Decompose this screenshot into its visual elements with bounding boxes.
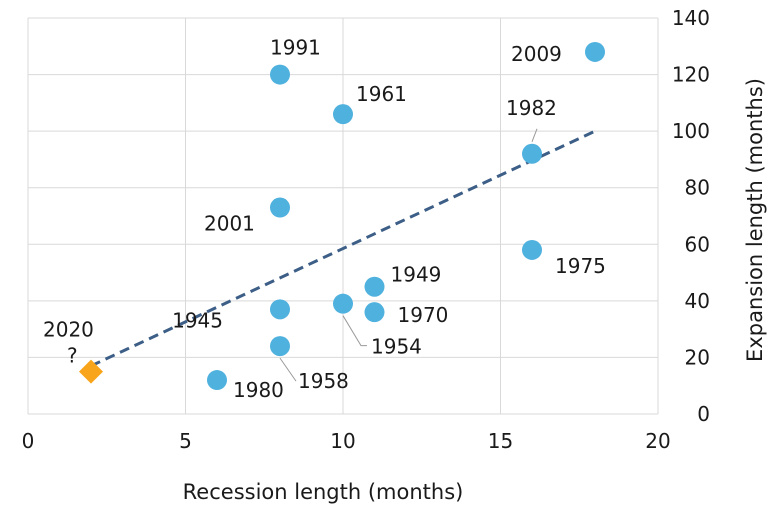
point-labels: 1945 1949 1954 1958 1961 1970 1975 1980 1982 1991… <box>43 36 606 402</box>
data-point-1949 <box>364 276 385 297</box>
highlight-label: 2020 <box>43 318 94 342</box>
x-tick-label: 5 <box>179 429 192 453</box>
leader-line-1954 <box>342 315 367 347</box>
y-axis-title: Expansion length (months) <box>743 78 767 362</box>
y-tick-label: 60 <box>685 232 710 256</box>
point-label-1949: 1949 <box>391 263 442 287</box>
y-tick-label: 140 <box>672 6 710 30</box>
x-tick-label: 0 <box>22 429 35 453</box>
data-points <box>79 41 605 391</box>
highlight-point-2020 <box>79 359 103 384</box>
trendline <box>90 129 596 368</box>
data-point-1945 <box>270 299 290 320</box>
point-label-2001: 2001 <box>204 212 255 236</box>
leader-line-1982 <box>531 128 538 142</box>
y-tick-label: 20 <box>685 345 710 369</box>
data-point-1991 <box>270 64 290 85</box>
data-point-1980 <box>207 370 227 391</box>
leader-line-1958 <box>279 357 297 382</box>
x-axis-title: Recession length (months) <box>183 480 464 504</box>
data-point-2009 <box>585 41 605 62</box>
trendline-group <box>90 129 596 368</box>
y-axis-ticks: 0 20 40 60 80 100 120 140 <box>672 6 710 426</box>
data-point-1961 <box>333 104 353 125</box>
y-tick-label: 40 <box>685 289 710 313</box>
data-point-1970 <box>364 302 385 323</box>
data-point-1982 <box>522 143 542 164</box>
x-tick-label: 10 <box>330 429 355 453</box>
data-point-1958 <box>270 336 290 357</box>
x-tick-label: 20 <box>645 429 670 453</box>
grid-lines <box>27 17 659 415</box>
point-label-1970: 1970 <box>398 303 449 327</box>
highlight-label-line2: ? <box>67 344 78 368</box>
data-point-2001 <box>270 197 290 218</box>
data-point-1954 <box>333 293 353 314</box>
point-label-1945: 1945 <box>172 308 223 332</box>
point-label-1958: 1958 <box>298 369 349 393</box>
data-point-1975 <box>522 239 542 260</box>
point-label-1991: 1991 <box>270 36 321 60</box>
y-tick-label: 120 <box>672 63 710 87</box>
x-axis-ticks: 0 5 10 15 20 <box>22 429 671 453</box>
point-label-1961: 1961 <box>356 82 407 106</box>
point-label-1980: 1980 <box>233 378 284 402</box>
y-tick-label: 0 <box>697 402 710 426</box>
point-label-1954: 1954 <box>371 335 422 359</box>
y-tick-label: 80 <box>685 176 710 200</box>
point-label-2009: 2009 <box>511 42 562 66</box>
y-tick-label: 100 <box>672 119 710 143</box>
x-tick-label: 15 <box>488 429 513 453</box>
leader-lines <box>279 128 538 382</box>
point-label-1975: 1975 <box>555 254 606 278</box>
point-label-1982: 1982 <box>506 96 557 120</box>
